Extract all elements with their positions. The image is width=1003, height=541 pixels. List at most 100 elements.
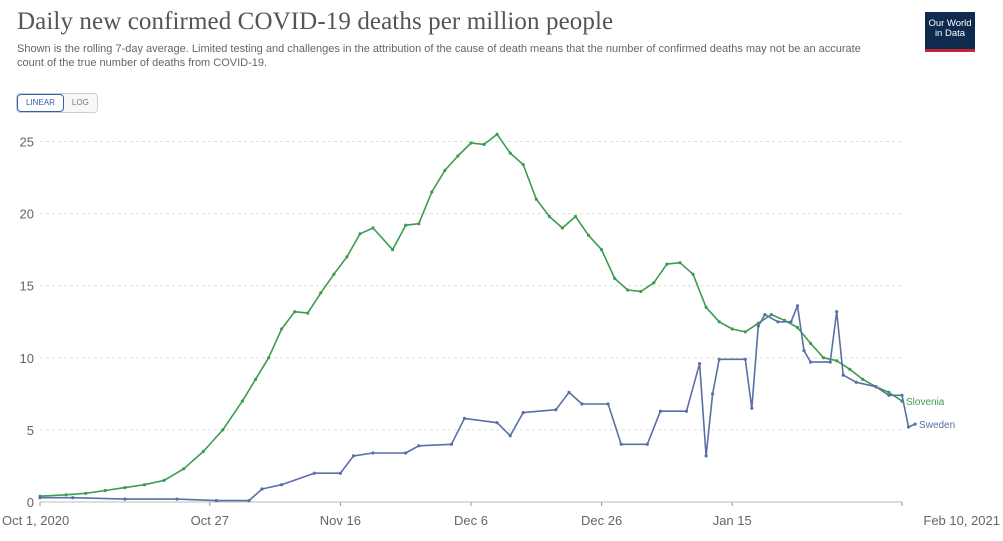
sweden-point[interactable] [828, 360, 832, 364]
slovenia-point[interactable] [221, 428, 225, 432]
sweden-line[interactable] [40, 305, 916, 502]
sweden-point[interactable] [776, 320, 780, 324]
slovenia-point[interactable] [495, 132, 499, 136]
sweden-point[interactable] [756, 324, 760, 328]
sweden-point[interactable] [750, 406, 754, 410]
sweden-point[interactable] [521, 411, 525, 415]
sweden-point[interactable] [567, 390, 571, 394]
linear-scale-button[interactable]: LINEAR [17, 94, 64, 112]
slovenia-point[interactable] [560, 226, 565, 230]
sweden-point[interactable] [717, 357, 721, 361]
slovenia-point[interactable] [743, 330, 747, 334]
owid-logo[interactable]: Our World in Data [925, 12, 975, 52]
slovenia-point[interactable] [795, 325, 800, 330]
sweden-point[interactable] [260, 487, 264, 491]
slovenia-point[interactable] [769, 313, 774, 317]
sweden-point[interactable] [312, 471, 316, 475]
sweden-point[interactable] [606, 402, 610, 406]
sweden-point[interactable] [913, 422, 917, 426]
slovenia-point[interactable] [639, 289, 643, 294]
slovenia-point[interactable] [809, 341, 813, 345]
sweden-point[interactable] [711, 392, 715, 396]
slovenia-point[interactable] [691, 272, 695, 276]
slovenia-point[interactable] [652, 281, 656, 285]
sweden-point[interactable] [645, 442, 649, 446]
sweden-point[interactable] [743, 357, 747, 361]
sweden-point[interactable] [351, 454, 356, 458]
slovenia-point[interactable] [201, 449, 205, 454]
slovenia-point[interactable] [613, 276, 617, 281]
sweden-point[interactable] [508, 434, 512, 438]
slovenia-point[interactable] [103, 488, 107, 493]
sweden-point[interactable] [580, 402, 584, 406]
sweden-point[interactable] [854, 380, 858, 384]
slovenia-point[interactable] [547, 214, 552, 219]
sweden-point[interactable] [71, 496, 75, 500]
sweden-point[interactable] [449, 442, 453, 446]
slovenia-point[interactable] [371, 226, 375, 230]
sweden-point[interactable] [763, 313, 767, 317]
sweden-point[interactable] [900, 393, 904, 397]
sweden-point[interactable] [462, 416, 467, 420]
slovenia-point[interactable] [253, 377, 258, 381]
sweden-point[interactable] [123, 497, 127, 501]
slovenia-point[interactable] [345, 255, 349, 259]
slovenia-point[interactable] [267, 356, 271, 360]
sweden-point[interactable] [809, 360, 813, 364]
sweden-point[interactable] [698, 362, 702, 366]
slovenia-point[interactable] [717, 320, 721, 324]
sweden-point[interactable] [214, 499, 218, 503]
slovenia-point[interactable] [887, 390, 891, 394]
slovenia-point[interactable] [600, 248, 604, 252]
sweden-point[interactable] [684, 409, 689, 413]
slovenia-point[interactable] [848, 367, 852, 371]
sweden-point[interactable] [554, 408, 558, 412]
sweden-point[interactable] [38, 496, 42, 500]
sweden-point[interactable] [704, 454, 708, 458]
slovenia-point[interactable] [586, 233, 591, 237]
slovenia-point[interactable] [521, 163, 525, 167]
sweden-point[interactable] [874, 385, 878, 389]
slovenia-point[interactable] [730, 327, 734, 331]
slovenia-point[interactable] [443, 168, 447, 172]
slovenia-point[interactable] [861, 377, 865, 381]
slovenia-point[interactable] [332, 272, 336, 276]
slovenia-point[interactable] [280, 327, 284, 331]
slovenia-point[interactable] [626, 288, 630, 292]
slovenia-point[interactable] [319, 291, 323, 295]
slovenia-point[interactable] [64, 493, 68, 497]
sweden-point[interactable] [247, 499, 251, 503]
sweden-point[interactable] [795, 304, 800, 308]
sweden-point[interactable] [841, 373, 845, 377]
slovenia-point[interactable] [293, 310, 297, 314]
slovenia-point[interactable] [123, 486, 127, 490]
sweden-point[interactable] [371, 451, 375, 455]
sweden-point[interactable] [417, 444, 421, 448]
slovenia-point[interactable] [240, 399, 244, 403]
sweden-point[interactable] [404, 451, 408, 455]
log-scale-button[interactable]: LOG [63, 94, 97, 112]
slovenia-point[interactable] [182, 467, 186, 471]
slovenia-point[interactable] [391, 248, 395, 252]
slovenia-point[interactable] [573, 214, 578, 219]
slovenia-point[interactable] [142, 483, 147, 487]
sweden-point[interactable] [175, 497, 179, 501]
slovenia-point[interactable] [482, 142, 486, 146]
sweden-point[interactable] [802, 349, 806, 353]
slovenia-point[interactable] [704, 305, 708, 309]
slovenia-point[interactable] [404, 223, 408, 227]
slovenia-point[interactable] [306, 311, 310, 315]
slovenia-point[interactable] [678, 261, 682, 265]
sweden-point[interactable] [619, 442, 623, 446]
slovenia-point[interactable] [508, 151, 512, 155]
sweden-point[interactable] [280, 483, 284, 487]
slovenia-point[interactable] [358, 232, 362, 236]
sweden-point[interactable] [906, 425, 911, 429]
slovenia-point[interactable] [469, 141, 473, 145]
sweden-point[interactable] [495, 421, 499, 425]
slovenia-point[interactable] [822, 356, 826, 360]
sweden-point[interactable] [835, 310, 839, 314]
slovenia-point[interactable] [162, 478, 166, 482]
sweden-point[interactable] [658, 409, 663, 413]
slovenia-point[interactable] [835, 359, 839, 363]
